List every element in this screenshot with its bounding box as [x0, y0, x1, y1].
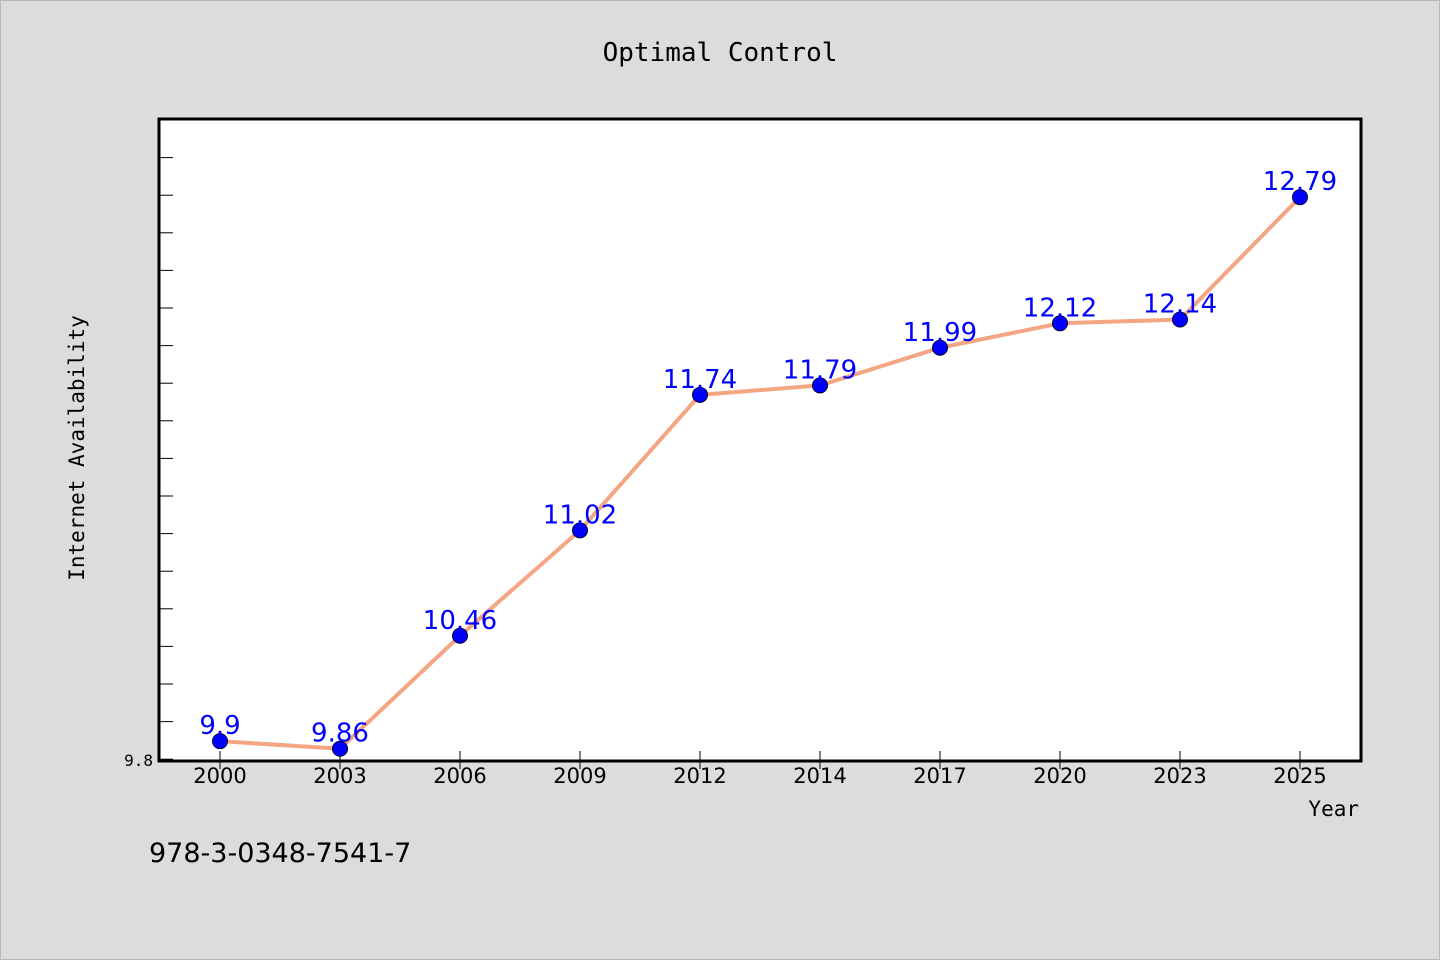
data-point — [572, 522, 588, 539]
x-tick-label: 2012 — [673, 764, 726, 788]
x-tick-label: 2023 — [1153, 764, 1206, 788]
data-point — [212, 733, 228, 750]
data-point — [1052, 315, 1068, 332]
x-tick-label: 2017 — [913, 764, 966, 788]
series-layer: 9.9 9.86 10.46 11.02 11.74 11.79 11.99 12.12 12.… — [199, 167, 1337, 757]
x-tick-label: 2003 — [313, 764, 366, 788]
y-axis-ticks — [159, 119, 173, 760]
isbn-text: 978-3-0348-7541-7 — [149, 838, 411, 869]
data-label: 9.86 — [311, 719, 369, 749]
data-point — [332, 740, 348, 757]
data-point — [692, 386, 708, 403]
data-label: 11.02 — [543, 500, 617, 530]
data-label: 12.14 — [1143, 290, 1217, 320]
data-label: 9.9 — [199, 711, 240, 741]
chart-title: Optimal Control — [603, 38, 838, 68]
y-tick-label: 9.8 — [124, 751, 153, 770]
y-axis-label: Internet Availability — [65, 315, 89, 581]
x-tick-label: 2009 — [553, 764, 606, 788]
data-label: 12.12 — [1023, 293, 1097, 323]
data-point — [452, 627, 468, 644]
data-label: 10.46 — [423, 606, 497, 636]
x-axis-label: Year — [1308, 797, 1359, 821]
data-point — [1172, 311, 1188, 328]
series-line — [219, 195, 1302, 751]
data-label: 12.79 — [1263, 167, 1337, 197]
x-tick-label: 2014 — [793, 764, 846, 788]
data-point — [932, 339, 948, 356]
x-tick-label: 2020 — [1033, 764, 1086, 788]
x-axis-ticks: 2000 2003 2006 2009 2012 2014 2017 2020 2023 2025 — [193, 751, 1327, 788]
x-tick-label: 2025 — [1273, 764, 1326, 788]
data-label: 11.99 — [903, 318, 977, 348]
x-tick-label: 2000 — [193, 764, 246, 788]
data-label: 11.74 — [663, 365, 737, 395]
data-point — [812, 377, 828, 394]
data-point — [1292, 189, 1308, 206]
data-label: 11.79 — [783, 355, 857, 385]
plot-area — [157, 117, 1363, 763]
x-tick-label: 2006 — [433, 764, 486, 788]
